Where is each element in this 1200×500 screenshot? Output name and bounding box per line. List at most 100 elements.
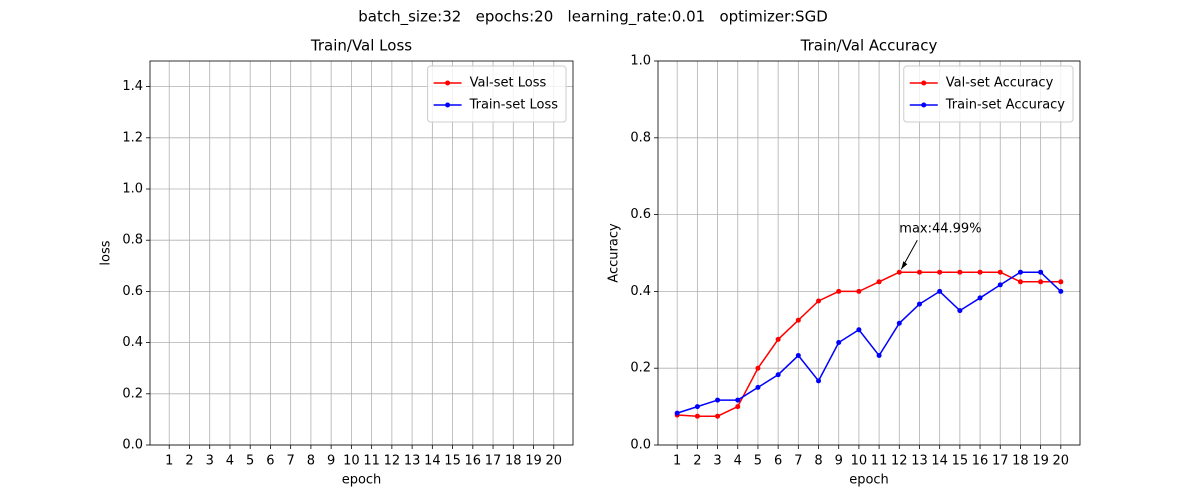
- x-tick-label: 20: [545, 454, 562, 469]
- x-tick-label: 4: [226, 454, 234, 469]
- x-tick-label: 14: [931, 454, 948, 469]
- x-tick-label: 6: [774, 454, 782, 469]
- point: [937, 269, 943, 275]
- point: [1038, 269, 1044, 275]
- point: [896, 269, 902, 275]
- point: [977, 295, 983, 301]
- point: [916, 269, 922, 275]
- y-axis-label: loss: [99, 240, 114, 265]
- x-tick-label: 2: [185, 454, 193, 469]
- legend-label: Val-set Loss: [470, 76, 547, 91]
- legend-label: Train-set Loss: [469, 98, 559, 113]
- y-tick-label: 0.4: [122, 335, 143, 350]
- axes: 1 2 3 4 5 6 7 8 9 10 11 12 13 14 15 16 17 18 19 200.00.20.4…: [99, 37, 574, 488]
- x-tick-label: 3: [713, 454, 721, 469]
- point: [896, 320, 902, 326]
- point: [1058, 288, 1064, 294]
- point: [957, 269, 963, 275]
- x-tick-label: 1: [165, 454, 173, 469]
- x-tick-label: 13: [404, 454, 421, 469]
- point: [876, 353, 882, 359]
- y-tick-label: 0.0: [122, 438, 143, 453]
- axes-title: Train/Val Loss: [310, 37, 412, 55]
- x-tick-label: 5: [246, 454, 254, 469]
- x-tick-label: 3: [206, 454, 214, 469]
- point: [856, 288, 862, 294]
- line: [677, 271, 1061, 417]
- point: [1017, 269, 1023, 275]
- y-tick-label: 0.2: [630, 361, 651, 376]
- point: [977, 269, 983, 275]
- x-tick-label: 18: [1012, 454, 1029, 469]
- legend-frame: [903, 65, 1074, 123]
- x-tick-label: 4: [734, 454, 742, 469]
- point: [957, 308, 963, 314]
- point: [694, 413, 700, 419]
- point: [856, 327, 862, 333]
- point: [1038, 279, 1044, 285]
- x-tick-label: 20: [1053, 454, 1070, 469]
- figure-title: batch_size:32 epochs:20 learning_rate:0.…: [358, 8, 828, 27]
- x-tick-label: 15: [444, 454, 461, 469]
- point: [836, 339, 842, 345]
- y-tick-label: 0.0: [630, 438, 651, 453]
- y-tick-label: 0.2: [122, 386, 143, 401]
- point: [997, 282, 1003, 288]
- x-tick-label: 15: [952, 454, 969, 469]
- y-tick-label: 0.6: [630, 207, 651, 222]
- axes-title: Train/Val Accuracy: [800, 37, 938, 55]
- x-tick-label: 14: [424, 454, 441, 469]
- point: [674, 410, 680, 416]
- point: [1017, 279, 1023, 285]
- point: [715, 397, 721, 403]
- legend: Val-set Loss Train-set Loss: [427, 65, 567, 123]
- legend-label: Train-set Accuracy: [945, 98, 1066, 113]
- legend-frame: [427, 65, 567, 123]
- x-tick-label: 11: [363, 454, 380, 469]
- y-tick-label: 1.4: [122, 79, 143, 94]
- x-tick-label: 10: [343, 454, 360, 469]
- point: [755, 365, 761, 371]
- axes-frame: [149, 60, 574, 446]
- point: [795, 353, 801, 359]
- legend: Val-set Accuracy Train-set Accuracy: [903, 65, 1074, 123]
- x-tick-label: 11: [871, 454, 888, 469]
- point: [775, 336, 781, 342]
- x-tick-label: 5: [754, 454, 762, 469]
- y-axis-label: Accuracy: [607, 223, 622, 283]
- y-tick-label: 1.0: [122, 182, 143, 197]
- x-tick-label: 9: [327, 454, 335, 469]
- x-tick-label: 12: [384, 454, 401, 469]
- x-tick-label: 8: [814, 454, 822, 469]
- point: [775, 372, 781, 378]
- line: [676, 271, 1062, 414]
- x-tick-label: 16: [972, 454, 989, 469]
- point: [735, 404, 741, 410]
- point: [836, 288, 842, 294]
- annotation: max:44.99%: [899, 222, 981, 237]
- y-tick-label: 1.2: [122, 130, 143, 145]
- legend-marker: [921, 80, 927, 86]
- x-tick-label: 7: [794, 454, 802, 469]
- x-tick-label: 17: [992, 454, 1009, 469]
- y-tick-label: 0.8: [122, 233, 143, 248]
- x-axis-label: epoch: [342, 473, 382, 488]
- point: [937, 288, 943, 294]
- x-tick-label: 13: [911, 454, 928, 469]
- x-tick-label: 17: [485, 454, 502, 469]
- axes-frame: [657, 60, 1081, 446]
- point: [715, 413, 721, 419]
- point: [816, 298, 822, 304]
- legend-marker: [921, 102, 927, 108]
- x-tick-label: 1: [673, 454, 681, 469]
- x-tick-label: 6: [266, 454, 274, 469]
- x-tick-label: 12: [891, 454, 908, 469]
- legend-marker: [445, 80, 451, 86]
- y-tick-label: 0.4: [630, 284, 651, 299]
- y-tick-label: 0.6: [122, 284, 143, 299]
- point: [755, 384, 761, 390]
- y-tick-label: 1.0: [630, 54, 651, 69]
- x-tick-label: 10: [851, 454, 868, 469]
- x-tick-label: 16: [465, 454, 482, 469]
